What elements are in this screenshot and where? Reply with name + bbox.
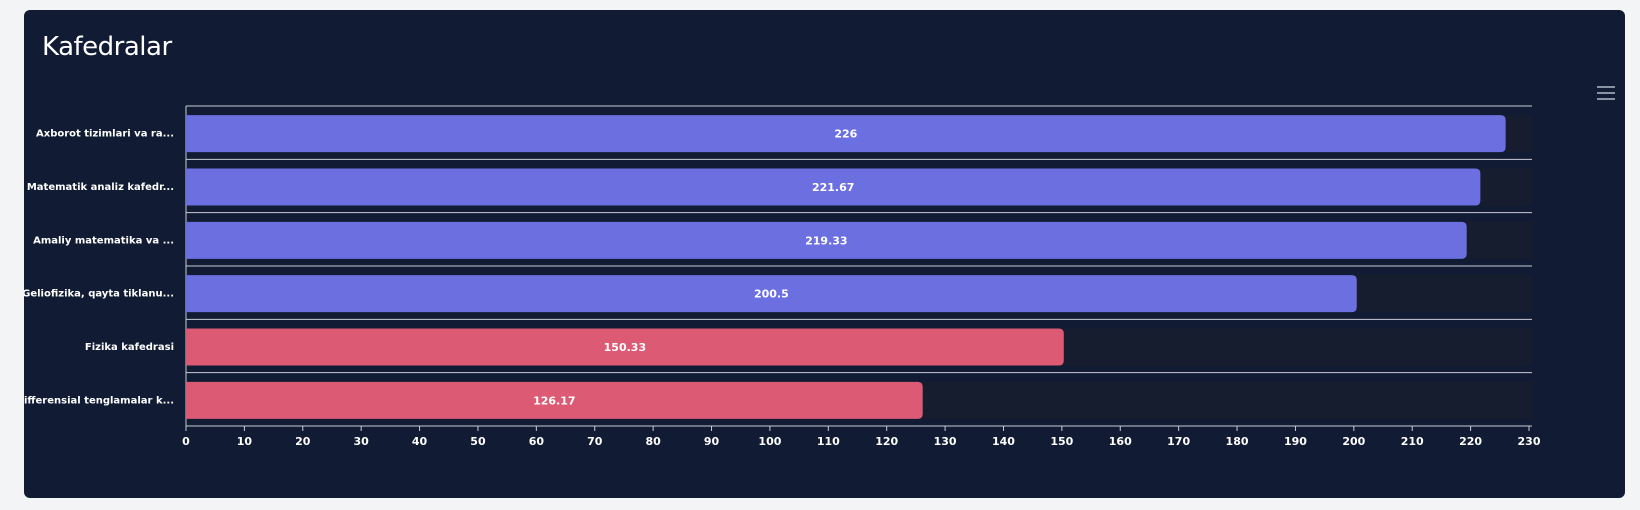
data-label: 219.33: [805, 234, 847, 247]
x-tick-label: 90: [704, 435, 720, 448]
x-tick-label: 110: [817, 435, 840, 448]
x-tick-label: 20: [295, 435, 311, 448]
x-tick-label: 140: [992, 435, 1015, 448]
bar[interactable]: [186, 115, 1506, 153]
bar-chart: Axborot tizimlari va ra... Matematik anal…: [24, 105, 1541, 448]
bar[interactable]: [186, 168, 1481, 206]
data-label: 226: [834, 128, 857, 141]
x-tick-label: 160: [1109, 435, 1132, 448]
bar[interactable]: [186, 328, 1064, 366]
x-tick-label: 120: [875, 435, 898, 448]
x-tick-label: 40: [412, 435, 428, 448]
x-tick-label: 60: [529, 435, 545, 448]
hamburger-menu-icon[interactable]: [1597, 86, 1615, 100]
x-tick-label: 30: [354, 435, 370, 448]
category-label: Amaliy matematika va ...: [33, 235, 174, 246]
category-label: Axborot tizimlari va ra...: [36, 129, 174, 140]
category-label: Matematik analiz kafedr...: [27, 182, 174, 193]
data-label: 221.67: [812, 181, 854, 194]
x-tick-label: 80: [645, 435, 661, 448]
bar[interactable]: [186, 275, 1357, 313]
x-tick-label: 190: [1284, 435, 1307, 448]
x-tick-label: 180: [1226, 435, 1249, 448]
bar[interactable]: [186, 221, 1467, 259]
data-label: 200.5: [754, 288, 789, 301]
x-tick-label: 0: [182, 435, 190, 448]
category-label: Differensial tenglamalar k...: [24, 395, 174, 406]
x-tick-label: 230: [1518, 435, 1541, 448]
x-tick-label: 70: [587, 435, 603, 448]
x-tick-label: 50: [470, 435, 486, 448]
chart-title: Kafedralar: [42, 32, 172, 62]
x-tick-label: 130: [934, 435, 957, 448]
data-label: 126.17: [533, 394, 575, 407]
data-label: 150.33: [604, 341, 646, 354]
category-label: Fizika kafedrasi: [85, 342, 174, 353]
x-tick-label: 200: [1342, 435, 1365, 448]
bar[interactable]: [186, 381, 923, 419]
chart-card: Kafedralar Axborot tizimlari va ra... Mat…: [24, 10, 1625, 498]
x-tick-label: 150: [1050, 435, 1073, 448]
category-label: Geliofizika, qayta tiklanu...: [24, 289, 174, 300]
x-tick-label: 10: [237, 435, 253, 448]
x-tick-label: 100: [758, 435, 781, 448]
x-tick-label: 210: [1401, 435, 1424, 448]
x-tick-label: 170: [1167, 435, 1190, 448]
x-tick-label: 220: [1459, 435, 1482, 448]
